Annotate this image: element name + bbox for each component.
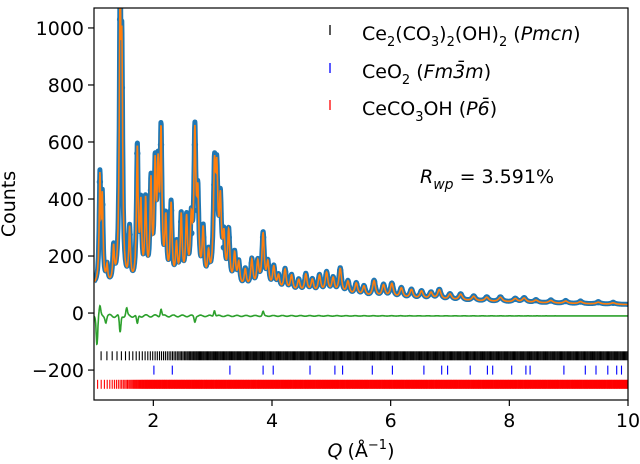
y-tick-label: 200 bbox=[48, 246, 84, 268]
x-axis-label: Q (Å−1) bbox=[328, 438, 395, 462]
phase-tick-marks bbox=[97, 351, 628, 389]
x-tick-label: 8 bbox=[503, 410, 515, 432]
difference-curve bbox=[94, 304, 628, 346]
rwp-annotation: Rwp = 3.591% bbox=[420, 166, 554, 193]
x-tick-label: 2 bbox=[147, 410, 159, 432]
observed-point bbox=[220, 244, 228, 251]
legend-label: Ce2(CO3)2(OH)2 (Pmcn) bbox=[362, 23, 581, 50]
plot-frame bbox=[93, 7, 629, 401]
y-axis-ticks: −200 0 200 400 600 800 1000 bbox=[32, 18, 94, 382]
y-tick-label: 800 bbox=[48, 75, 84, 97]
legend-entry: CeCO3OH (P6̄) bbox=[329, 96, 497, 125]
observed-curve bbox=[94, 8, 628, 307]
y-tick-label: 1000 bbox=[36, 18, 84, 40]
calculated-curve bbox=[94, 8, 628, 306]
phase3-ticks bbox=[97, 379, 628, 389]
y-tick-label: 600 bbox=[48, 132, 84, 154]
phase1-ticks bbox=[100, 351, 628, 361]
x-axis-ticks: 2 4 6 8 10 bbox=[147, 400, 640, 432]
y-tick-label: 400 bbox=[48, 189, 84, 211]
legend: Ce2(CO3)2(OH)2 (Pmcn) CeO2 (Fm3̄m) CeCO3OH… bbox=[329, 23, 581, 125]
curves-layer bbox=[94, 8, 628, 346]
observed-point bbox=[188, 230, 195, 237]
x-tick-label: 10 bbox=[616, 410, 640, 432]
y-axis-label: Counts bbox=[0, 171, 20, 237]
observed-point bbox=[213, 190, 220, 197]
legend-label: CeCO3OH (P6̄) bbox=[362, 96, 497, 125]
legend-entry: CeO2 (Fm3̄m) bbox=[329, 59, 491, 88]
x-tick-label: 4 bbox=[266, 410, 278, 432]
y-tick-label: 0 bbox=[72, 303, 84, 325]
x-tick-label: 6 bbox=[385, 410, 397, 432]
legend-label: CeO2 (Fm3̄m) bbox=[362, 59, 491, 88]
phase2-ticks bbox=[153, 365, 623, 375]
y-tick-label: −200 bbox=[32, 360, 84, 382]
legend-entry: Ce2(CO3)2(OH)2 (Pmcn) bbox=[329, 23, 581, 50]
